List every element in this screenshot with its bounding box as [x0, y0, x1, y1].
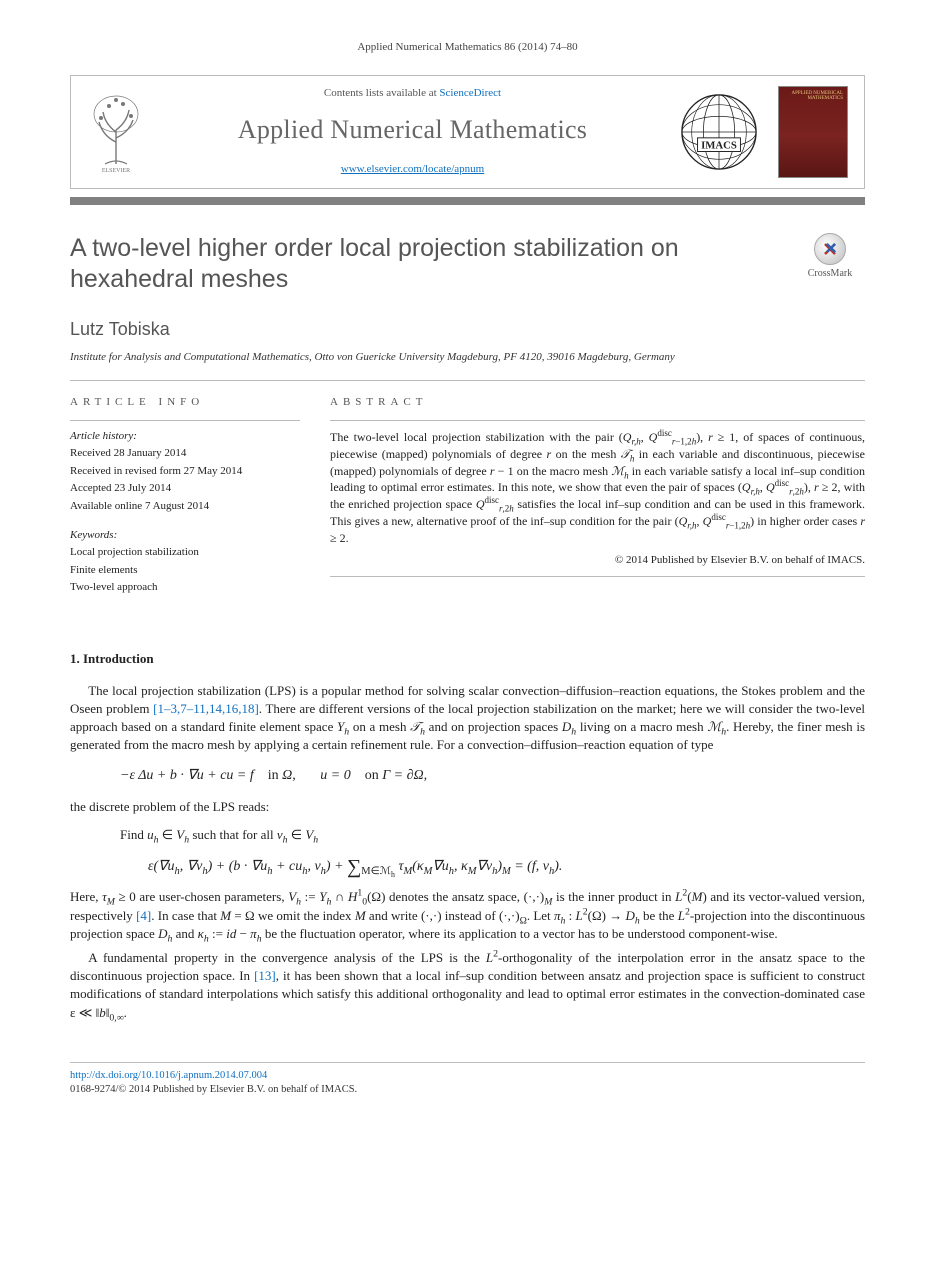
crossmark-label: CrossMark	[808, 268, 852, 279]
history-label: Article history:	[70, 429, 300, 444]
abstract-text: The two-level local projection stabiliza…	[330, 429, 865, 547]
article-info-heading: article info	[70, 395, 300, 410]
crossmark-icon	[814, 233, 846, 265]
intro-paragraph-3: Here, τM ≥ 0 are user-chosen parameters,…	[70, 888, 865, 943]
journal-cover-thumbnail: Applied Numerical Mathematics	[778, 86, 848, 178]
info-abstract-row: article info Article history: Received 2…	[70, 381, 865, 608]
contents-line: Contents lists available at ScienceDirec…	[324, 86, 501, 101]
variational-equation: ε(∇uh, ∇vh) + (b · ∇uh + cuh, vh) + ∑M∈ℳ…	[148, 850, 865, 878]
footer-copyright: 0168-9274/© 2014 Published by Elsevier B…	[70, 1084, 357, 1095]
svg-text:ELSEVIER: ELSEVIER	[102, 168, 130, 172]
paper-title: A two-level higher order local projectio…	[70, 233, 775, 296]
ref-link-4[interactable]: [4]	[136, 908, 151, 923]
intro-paragraph-1: The local projection stabilization (LPS)…	[70, 682, 865, 755]
intro-paragraph-2: the discrete problem of the LPS reads:	[70, 798, 865, 816]
article-info-column: article info Article history: Received 2…	[70, 395, 300, 598]
journal-title: Applied Numerical Mathematics	[238, 112, 587, 148]
keyword: Two-level approach	[70, 580, 300, 595]
history-line: Available online 7 August 2014	[70, 499, 300, 514]
rule-abs-2	[330, 576, 865, 577]
equation-pde: −ε Δu + b · ∇u + cu = f in Ω, u = 0 on Γ…	[120, 766, 865, 786]
section-heading-intro: 1. Introduction	[70, 650, 865, 668]
crossmark-badge-container[interactable]: CrossMark	[795, 233, 865, 281]
doi-link[interactable]: http://dx.doi.org/10.1016/j.apnum.2014.0…	[70, 1070, 267, 1081]
keyword: Finite elements	[70, 563, 300, 578]
title-row: A two-level higher order local projectio…	[70, 233, 865, 296]
author-affiliation: Institute for Analysis and Computational…	[70, 350, 865, 365]
contents-prefix: Contents lists available at	[324, 87, 439, 99]
elsevier-tree-logo: ELSEVIER	[81, 92, 151, 172]
intro-paragraph-4: A fundamental property in the convergenc…	[70, 949, 865, 1022]
cover-thumb-title: Applied Numerical Mathematics	[779, 91, 843, 102]
refs-link-1[interactable]: [1–3,7–11,14,16,18]	[153, 701, 259, 716]
page-footer: http://dx.doi.org/10.1016/j.apnum.2014.0…	[70, 1062, 865, 1098]
history-line: Received in revised form 27 May 2014	[70, 464, 300, 479]
journal-homepage-link[interactable]: www.elsevier.com/locate/apnum	[341, 162, 484, 177]
imacs-logo: IMACS	[680, 93, 758, 171]
journal-header-center: Contents lists available at ScienceDirec…	[161, 76, 664, 187]
abstract-column: abstract The two-level local projection …	[330, 395, 865, 598]
rule-abs-1	[330, 420, 865, 421]
history-line: Accepted 23 July 2014	[70, 481, 300, 496]
journal-header-right: IMACS Applied Numerical Mathematics	[664, 76, 864, 187]
journal-header-box: ELSEVIER Contents lists available at Sci…	[70, 75, 865, 188]
svg-text:IMACS: IMACS	[701, 140, 737, 152]
running-head: Applied Numerical Mathematics 86 (2014) …	[70, 40, 865, 55]
keyword: Local projection stabilization	[70, 545, 300, 560]
history-line: Received 28 January 2014	[70, 446, 300, 461]
header-underline-bar	[70, 197, 865, 205]
ref-link-13[interactable]: [13]	[254, 968, 276, 983]
keywords-label: Keywords:	[70, 528, 300, 543]
abstract-heading: abstract	[330, 395, 865, 410]
publisher-logo-cell: ELSEVIER	[71, 76, 161, 187]
rule-info-1	[70, 420, 300, 421]
author-name: Lutz Tobiska	[70, 317, 865, 342]
abstract-copyright: © 2014 Published by Elsevier B.V. on beh…	[330, 553, 865, 568]
discrete-problem-block: Find uh ∈ Vh such that for all vh ∈ Vh ε…	[120, 826, 865, 878]
sciencedirect-link[interactable]: ScienceDirect	[439, 87, 501, 99]
find-line: Find uh ∈ Vh such that for all vh ∈ Vh	[120, 826, 865, 844]
